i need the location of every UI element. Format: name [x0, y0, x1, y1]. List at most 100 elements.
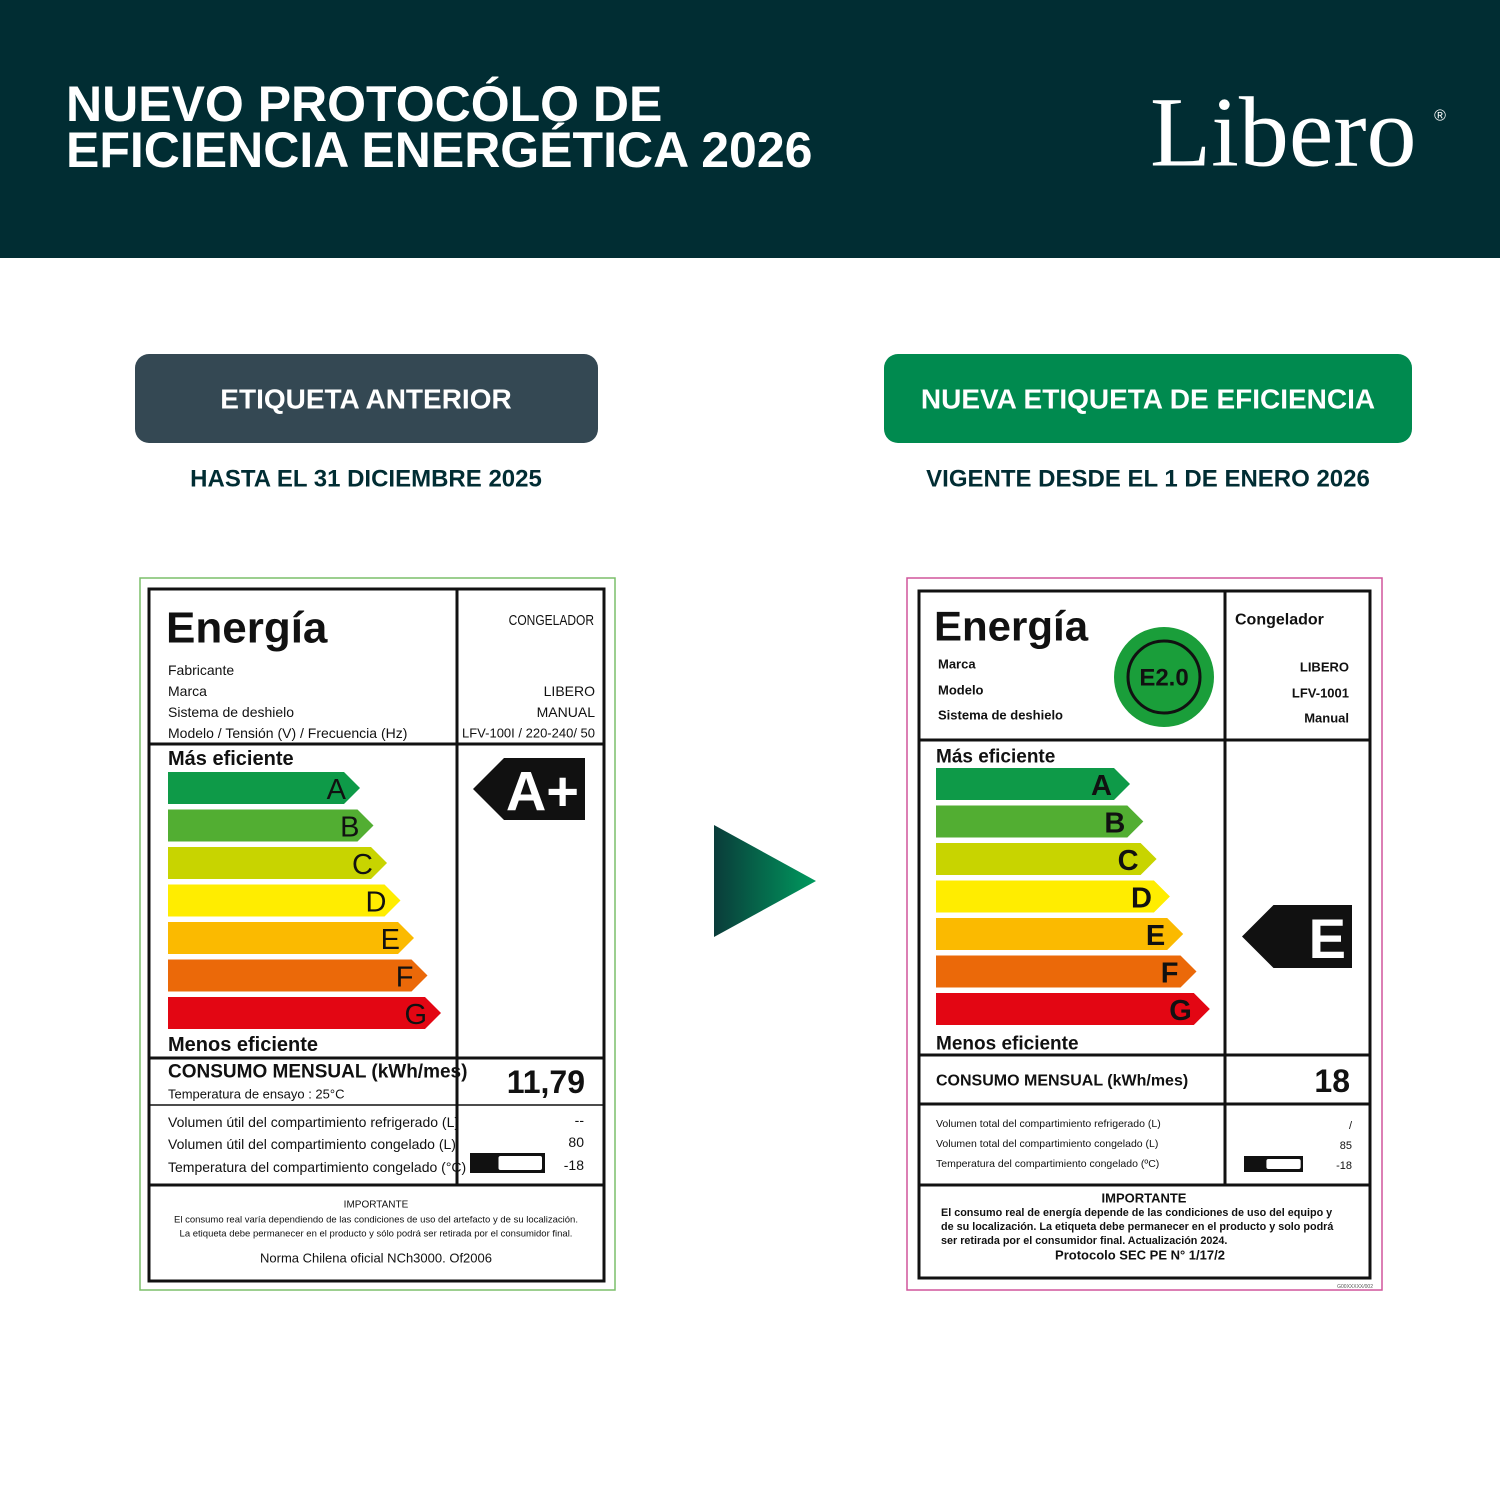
volume-label: Volumen total del compartimiento refrige…: [936, 1118, 1161, 1130]
field-label: Modelo: [938, 683, 984, 698]
test-temperature: Temperatura de ensayo : 25°C: [168, 1087, 344, 1102]
badge-text: NUEVA ETIQUETA DE EFICIENCIA: [921, 384, 1375, 415]
star-icon-inner: [1266, 1159, 1301, 1169]
field-label: Marca: [168, 683, 207, 699]
rating-arrow: [473, 758, 585, 820]
class-letter: C: [1118, 845, 1139, 877]
product: Congelador: [1235, 612, 1324, 629]
seal-text: E2.0: [1139, 665, 1188, 692]
star-icon-inner: [498, 1156, 542, 1170]
field-value: MANUAL: [537, 704, 596, 720]
volume-value: --: [575, 1112, 585, 1128]
class-bar: [936, 805, 1144, 838]
class-bar: [168, 772, 360, 804]
class-letter: A: [327, 774, 347, 806]
class-letter: D: [366, 887, 387, 919]
volume-label: Volumen total del compartimiento congela…: [936, 1138, 1158, 1150]
class-bar: [168, 884, 401, 917]
class-bar: [936, 768, 1130, 800]
class-letter: A: [1091, 770, 1112, 802]
code: G00XXXXX/002: [1337, 1284, 1373, 1290]
field-value: LFV-100I / 220-240/ 50: [462, 726, 595, 741]
important-text: El consumo real de energía depende de la…: [941, 1207, 1332, 1219]
subtitle: HASTA EL 31 DICIEMBRE 2025: [190, 466, 542, 493]
header-bar: [0, 0, 1500, 258]
volume-value: -18: [564, 1157, 584, 1173]
field-value: LFV-1001: [1292, 686, 1349, 701]
important-text: La etiqueta debe permanecer en el produc…: [180, 1229, 573, 1240]
field-label: Modelo / Tensión (V) / Frecuencia (Hz): [168, 725, 407, 741]
badge-text: ETIQUETA ANTERIOR: [220, 384, 511, 415]
product: CONGELADOR: [509, 612, 594, 629]
volume-label: Temperatura del compartimiento congelado…: [936, 1158, 1159, 1170]
important-text: ser retirada por el consumidor final. Ac…: [941, 1235, 1227, 1247]
class-letter: F: [396, 962, 414, 994]
logo-mark: ®: [1434, 108, 1446, 125]
volume-label: Temperatura del compartimiento congelado…: [168, 1159, 466, 1175]
field-value: LIBERO: [1300, 660, 1349, 675]
arrow: [714, 825, 816, 937]
consumption: 11,79: [507, 1064, 585, 1100]
scale-bottom: Menos eficiente: [168, 1034, 318, 1056]
title: EFICIENCIA ENERGÉTICA 2026: [66, 122, 812, 178]
consumption-label: CONSUMO MENSUAL (kWh/mes): [936, 1073, 1188, 1090]
class-bar: [936, 918, 1184, 950]
badge: [884, 354, 1412, 443]
class-bar: [936, 955, 1197, 988]
important-text: de su localización. La etiqueta debe per…: [941, 1221, 1334, 1233]
class-bar: [168, 959, 428, 992]
class-bar: [936, 843, 1157, 875]
label-frame: [139, 577, 616, 1291]
class-bar: [936, 880, 1170, 913]
field-label: Fabricante: [168, 662, 234, 678]
consumption-label: CONSUMO MENSUAL (kWh/mes): [168, 1062, 467, 1083]
class-letter: E: [1146, 920, 1165, 952]
class-letter: G: [1169, 995, 1192, 1027]
class-letter: B: [1104, 808, 1125, 840]
class-letter: D: [1131, 883, 1152, 915]
scale-top: Más eficiente: [936, 747, 1055, 768]
volume-value: /: [1349, 1120, 1353, 1132]
consumption: 18: [1314, 1063, 1350, 1099]
label-frame: [906, 577, 1383, 1291]
logo: Libero: [1150, 77, 1417, 188]
badge: [135, 354, 598, 443]
class-letter: E: [381, 924, 400, 956]
volume-label: Volumen útil del compartimiento congelad…: [168, 1136, 456, 1152]
volume-value: 85: [1340, 1140, 1352, 1152]
scale-bottom: Menos eficiente: [936, 1034, 1079, 1055]
field-value: Manual: [1304, 711, 1349, 726]
label-box: [917, 589, 1372, 1280]
norm: Protocolo SEC PE N° 1/17/2: [1055, 1248, 1225, 1263]
field-value: LIBERO: [544, 683, 595, 699]
class-letter: C: [352, 849, 373, 881]
label-box: [147, 587, 606, 1283]
class-bar: [936, 993, 1210, 1025]
label-title: Energía: [166, 604, 328, 653]
important-text: El consumo real varía dependiendo de las…: [174, 1215, 578, 1226]
subtitle: VIGENTE DESDE EL 1 DE ENERO 2026: [926, 466, 1370, 493]
scale-top: Más eficiente: [168, 748, 294, 770]
rating: A+: [506, 760, 579, 823]
rating: E: [1309, 907, 1346, 970]
class-letter: B: [340, 812, 359, 844]
volume-value: -18: [1336, 1160, 1352, 1172]
important-title: IMPORTANTE: [344, 1200, 409, 1211]
field-label: Sistema de deshielo: [938, 708, 1063, 723]
class-letter: F: [1161, 958, 1179, 990]
class-bar: [168, 809, 374, 842]
important-title: IMPORTANTE: [1102, 1191, 1187, 1206]
class-bar: [168, 922, 414, 954]
seal-ring: [1126, 639, 1202, 715]
class-letter: G: [404, 999, 427, 1031]
class-bar: [168, 997, 441, 1029]
volume-value: 80: [568, 1134, 584, 1150]
label-title: Energía: [934, 603, 1089, 650]
field-label: Marca: [938, 657, 976, 672]
field-label: Sistema de deshielo: [168, 704, 294, 720]
title: NUEVO PROTOCÓLO DE: [66, 76, 662, 132]
norm: Norma Chilena oficial NCh3000. Of2006: [260, 1251, 492, 1266]
class-bar: [168, 847, 387, 879]
rating-arrow: [1242, 905, 1352, 968]
